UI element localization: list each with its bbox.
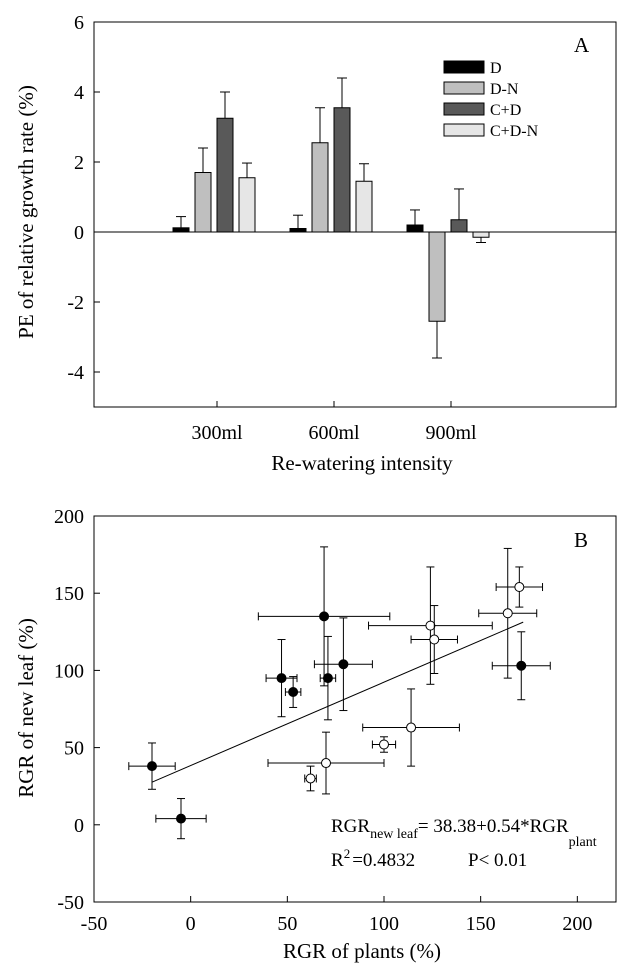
bar-d: [289, 228, 307, 233]
data-point-open: [305, 773, 316, 784]
r-squared-superscript: 2: [344, 846, 351, 861]
r-squared-text: R2 =0.4832: [331, 846, 415, 871]
bar-d-n: [428, 231, 446, 322]
data-point-open: [425, 620, 436, 631]
panel-b-frame: [93, 515, 617, 903]
equation-main: RGR: [331, 816, 370, 837]
legend-swatch: [443, 123, 485, 137]
bar-d-n: [311, 142, 329, 233]
data-point-filled: [338, 659, 349, 670]
panel-a-legend: D D-N C+D C+D-N: [443, 60, 539, 140]
data-point-filled: [319, 611, 330, 622]
x-tick-label: 600ml: [308, 422, 360, 444]
y-tick-label: 0: [74, 222, 84, 244]
x-tick-label: 300ml: [191, 422, 243, 444]
x-tick-label: 50: [277, 913, 297, 935]
y-tick-label: -4: [67, 362, 84, 384]
y-tick-label: 200: [54, 506, 84, 528]
r-squared-main: R: [331, 850, 344, 871]
panel-b-annotation: RGRnew leaf= 38.38+0.54*RGRplant R2 =0.48…: [331, 816, 597, 871]
data-point-open: [502, 608, 513, 619]
data-point-open: [514, 582, 525, 593]
panel-a-y-axis-label: PE of relative growth rate (%): [14, 85, 38, 339]
regression-line: [151, 621, 524, 783]
legend-label: D-N: [490, 81, 519, 98]
data-point-filled: [288, 687, 299, 698]
y-tick-label: 100: [54, 660, 84, 682]
legend-label: D: [490, 60, 502, 77]
y-tick-label: 4: [74, 82, 84, 104]
y-tick-label: 150: [54, 583, 84, 605]
legend-swatch: [443, 60, 485, 74]
panel-b: B RGR of plants (%) RGR of new leaf (%) …: [14, 506, 617, 963]
y-tick-label: 0: [74, 815, 84, 837]
equation-body: = 38.38+0.54*RGR: [418, 816, 569, 837]
legend-swatch: [443, 81, 485, 95]
y-tick-label: -50: [57, 892, 84, 914]
data-point-open: [321, 758, 331, 769]
bar-c-d: [333, 107, 351, 233]
panel-b-label: B: [574, 528, 588, 552]
y-tick-label: 6: [74, 12, 84, 34]
bar-c-d: [450, 219, 468, 233]
legend-swatch: [443, 102, 485, 116]
r-squared-value: =0.4832: [352, 850, 415, 871]
panel-a-frame: [93, 21, 617, 408]
panel-b-y-axis-label: RGR of new leaf (%): [14, 618, 38, 798]
regression-equation: RGRnew leaf= 38.38+0.54*RGRplant: [331, 816, 597, 850]
panel-b-x-axis-label: RGR of plants (%): [283, 939, 441, 963]
bar-c-d: [216, 117, 234, 233]
data-point-open: [406, 722, 417, 733]
legend-label: C+D-N: [490, 123, 539, 140]
data-point-filled: [176, 813, 186, 824]
panel-a-label: A: [574, 33, 590, 57]
x-tick-label: 100: [369, 913, 399, 935]
x-tick-label: 0: [186, 913, 196, 935]
equation-subscript-new-leaf: new leaf: [370, 827, 418, 842]
equation-subscript-plant: plant: [569, 835, 597, 850]
legend-label: C+D: [490, 102, 521, 119]
x-tick-label: 200: [562, 913, 592, 935]
x-tick-label: 150: [466, 913, 496, 935]
data-point-filled: [516, 660, 527, 671]
data-point-open: [379, 739, 389, 750]
data-point-filled: [276, 673, 287, 684]
y-tick-label: -2: [67, 292, 84, 314]
p-value-text: P< 0.01: [468, 850, 527, 871]
panel-a: A Re-watering intensity PE of relative g…: [14, 12, 617, 475]
x-tick-label: 900ml: [425, 422, 477, 444]
y-tick-label: 2: [74, 152, 84, 174]
bar-c-d-n: [238, 177, 256, 233]
data-point-filled: [322, 673, 333, 684]
y-tick-label: 50: [64, 738, 84, 760]
panel-a-x-axis-label: Re-watering intensity: [271, 451, 453, 475]
data-point-filled: [147, 761, 157, 772]
bar-d: [406, 224, 424, 233]
bar-c-d-n: [355, 180, 373, 233]
bar-c-d-n: [472, 231, 490, 238]
bar-d-n: [194, 172, 212, 233]
x-tick-label: -50: [81, 913, 108, 935]
data-point-open: [429, 634, 440, 645]
bar-d: [172, 227, 190, 233]
